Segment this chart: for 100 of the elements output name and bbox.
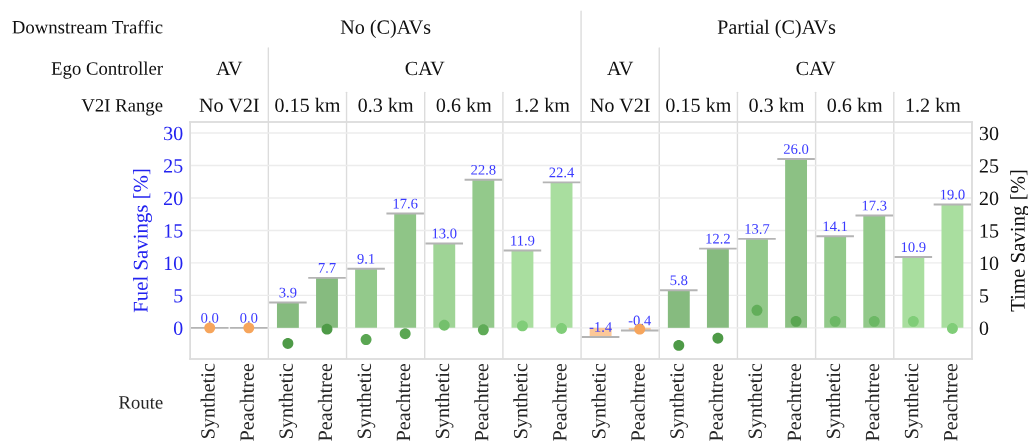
y-axis-title: Fuel Savings [%] bbox=[133, 169, 152, 313]
x-tick-label: Synthetic bbox=[513, 363, 532, 438]
text: Partial (C)AVs bbox=[717, 19, 836, 38]
y2-tick-label: 20 bbox=[979, 191, 999, 206]
bar bbox=[276, 302, 299, 328]
point bbox=[516, 320, 528, 332]
data-label: 14.1 bbox=[823, 221, 848, 232]
data-label: 5.8 bbox=[670, 275, 688, 286]
data-label: 22.8 bbox=[471, 164, 496, 175]
bar bbox=[394, 213, 417, 328]
data-label: 3.9 bbox=[279, 287, 297, 298]
point bbox=[282, 337, 294, 349]
y2-tick-label: 5 bbox=[980, 289, 989, 303]
text: CAV bbox=[796, 61, 836, 76]
y-tick-label: 30 bbox=[164, 126, 183, 141]
y2-tick-label: 0 bbox=[979, 321, 989, 336]
y-tick-label: 20 bbox=[163, 191, 183, 206]
bar bbox=[667, 290, 690, 328]
point bbox=[556, 323, 567, 334]
data-label: 0.0 bbox=[201, 312, 219, 323]
y-tick-label: 15 bbox=[164, 224, 183, 238]
data-label: 9.1 bbox=[357, 253, 375, 264]
x-tick-label: Synthetic bbox=[591, 363, 610, 438]
point bbox=[399, 328, 411, 340]
data-label: 12.2 bbox=[706, 233, 730, 244]
data-label: 7.7 bbox=[318, 263, 336, 273]
data-label: 19.0 bbox=[940, 189, 965, 200]
data-label: 13.7 bbox=[745, 224, 770, 234]
point bbox=[438, 319, 450, 331]
x-tick-label: Peachtree bbox=[630, 363, 645, 441]
data-label: 17.3 bbox=[862, 200, 887, 211]
x-tick-label: Peachtree bbox=[474, 363, 489, 441]
y-tick-label: 0 bbox=[173, 321, 183, 336]
bar bbox=[785, 159, 808, 328]
bar bbox=[511, 250, 534, 328]
x-tick-label: Peachtree bbox=[786, 363, 802, 441]
x-tick-label: Peachtree bbox=[865, 363, 880, 441]
point bbox=[946, 323, 958, 334]
y2-tick-label: 15 bbox=[980, 224, 999, 238]
data-label: -0.4 bbox=[628, 315, 652, 326]
y2-tick-label: 30 bbox=[979, 126, 999, 141]
y-tick-label: 10 bbox=[164, 256, 183, 271]
text: AV bbox=[607, 61, 634, 76]
y-tick-label: 5 bbox=[174, 289, 183, 303]
point bbox=[790, 315, 802, 327]
data-label: 13.0 bbox=[432, 228, 457, 239]
data-label: 26.0 bbox=[783, 144, 809, 155]
point bbox=[321, 323, 333, 335]
x-tick-label: Peachtree bbox=[396, 363, 411, 441]
x-tick-label: Peachtree bbox=[943, 363, 958, 441]
text: No V2I bbox=[590, 98, 650, 113]
point bbox=[204, 322, 216, 334]
bar bbox=[472, 179, 495, 328]
x-axis-title: Route bbox=[118, 396, 163, 409]
point bbox=[829, 315, 841, 327]
bar bbox=[746, 238, 768, 328]
text: Ego Controller bbox=[51, 61, 163, 79]
text: 0.6 km bbox=[436, 97, 492, 113]
x-tick-label: Synthetic bbox=[278, 363, 298, 438]
text: No V2I bbox=[199, 98, 259, 113]
point bbox=[243, 322, 255, 334]
bar bbox=[902, 257, 925, 328]
text: Downstream Traffic bbox=[12, 20, 163, 34]
point bbox=[673, 339, 685, 351]
bar bbox=[941, 204, 964, 328]
x-tick-label: Peachtree bbox=[239, 363, 254, 441]
bar bbox=[706, 248, 729, 328]
bar bbox=[550, 182, 573, 328]
point bbox=[868, 315, 880, 327]
text: 1.2 km bbox=[515, 97, 570, 113]
data-label: 10.9 bbox=[901, 242, 926, 253]
bar bbox=[355, 268, 378, 328]
y-tick-label: 25 bbox=[163, 159, 183, 173]
x-tick-label: Synthetic bbox=[356, 363, 376, 438]
text: 0.6 km bbox=[827, 97, 883, 113]
text: CAV bbox=[405, 61, 445, 76]
x-tick-label: Synthetic bbox=[904, 363, 923, 438]
point bbox=[907, 315, 919, 327]
y2-tick-label: 25 bbox=[979, 159, 999, 173]
text: 0.3 km bbox=[358, 97, 414, 113]
text: 0.15 km bbox=[666, 97, 732, 113]
bar bbox=[863, 215, 886, 328]
data-label: 17.6 bbox=[393, 198, 418, 209]
x-tick-label: Synthetic bbox=[669, 363, 688, 438]
x-tick-label: Synthetic bbox=[435, 363, 454, 438]
x-tick-label: Peachtree bbox=[552, 363, 567, 441]
bar bbox=[824, 236, 847, 328]
x-tick-label: Peachtree bbox=[708, 363, 723, 441]
text: 0.15 km bbox=[275, 97, 341, 113]
bar bbox=[433, 243, 456, 328]
text: 0.3 km bbox=[749, 97, 805, 113]
data-label: 11.9 bbox=[511, 235, 535, 246]
x-tick-label: Synthetic bbox=[826, 363, 845, 438]
point bbox=[477, 324, 489, 336]
text: AV bbox=[216, 61, 243, 76]
text: V2I Range bbox=[81, 99, 163, 116]
point bbox=[360, 334, 372, 346]
point bbox=[712, 332, 724, 344]
bar bbox=[316, 277, 338, 328]
x-tick-label: Synthetic bbox=[747, 363, 767, 438]
